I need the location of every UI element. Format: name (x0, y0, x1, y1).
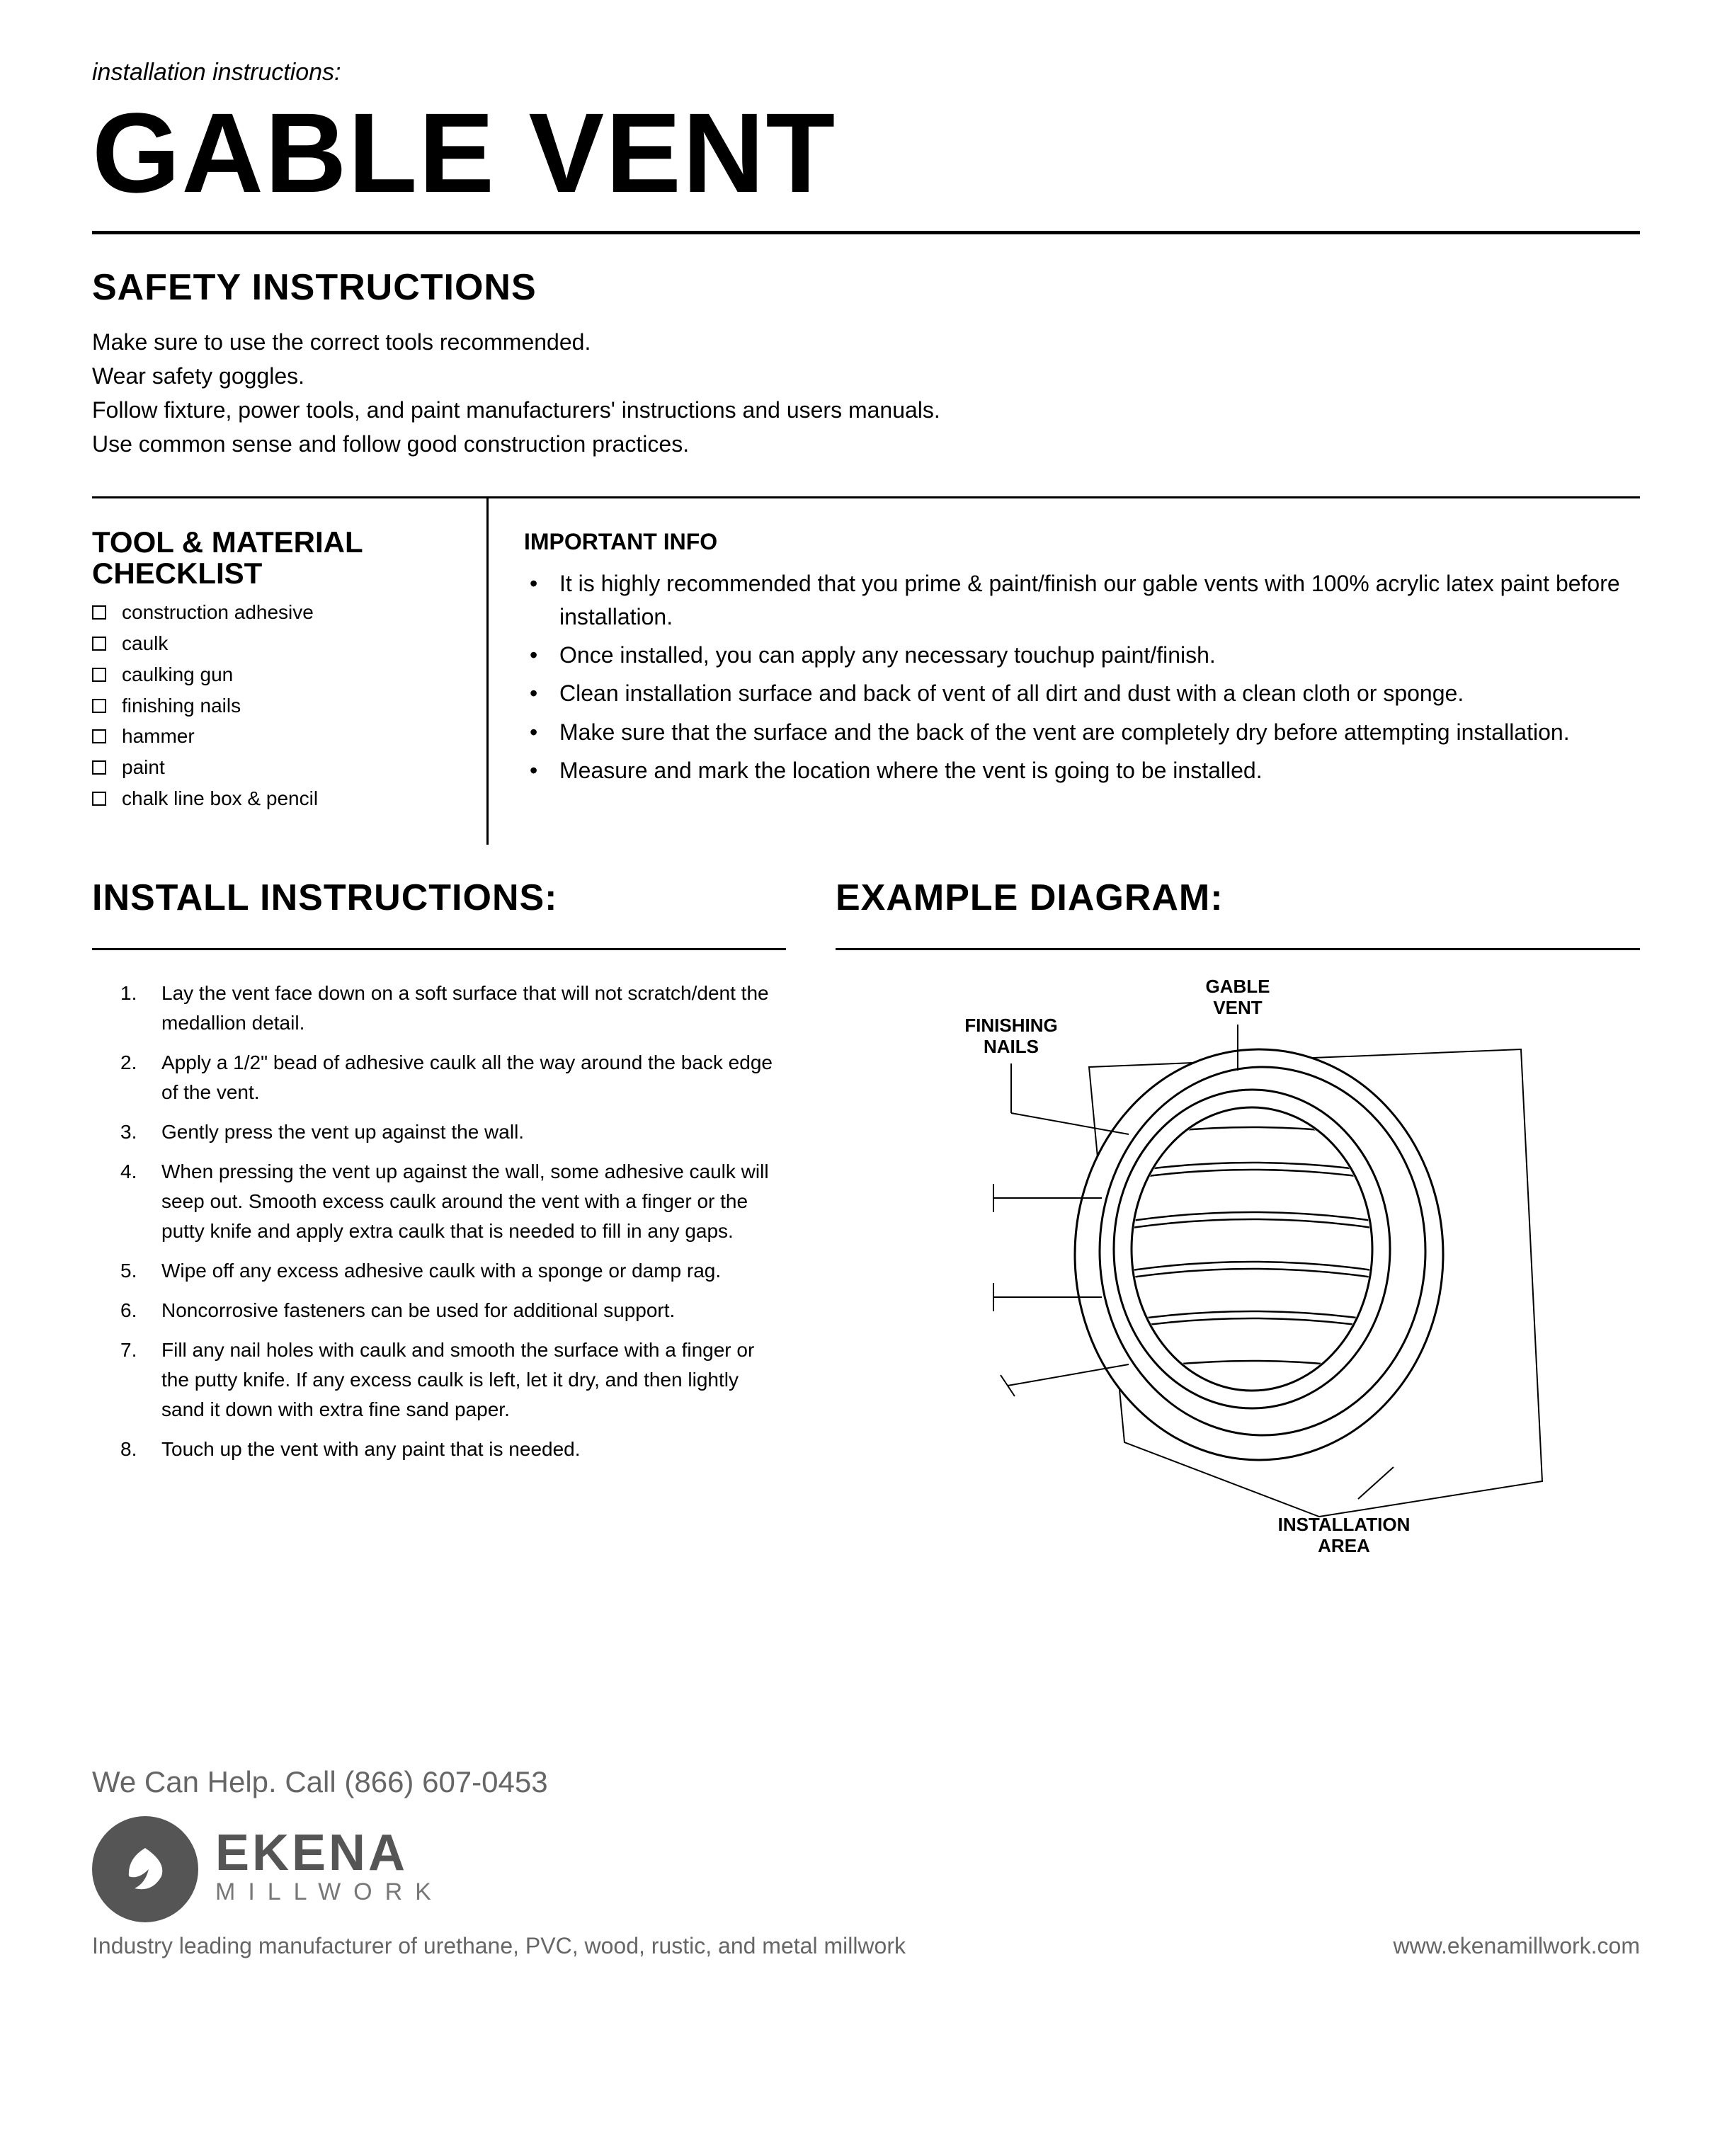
safety-section: SAFETY INSTRUCTIONS Make sure to use the… (92, 234, 1640, 496)
main-title: GABLE VENT (92, 96, 1640, 231)
important-item: •Once installed, you can apply any neces… (524, 639, 1640, 671)
install-step: 7.Fill any nail holes with caulk and smo… (120, 1335, 786, 1425)
important-heading: IMPORTANT INFO (524, 527, 1640, 557)
tools-column: TOOL & MATERIAL CHECKLIST construction a… (92, 498, 489, 845)
logo-text: EKENA MILLWORK (215, 1830, 444, 1909)
logo-icon (92, 1816, 198, 1922)
checkbox-icon (92, 605, 106, 620)
diagram-column: EXAMPLE DIAGRAM: (836, 852, 1640, 1564)
mid-row: TOOL & MATERIAL CHECKLIST construction a… (92, 496, 1640, 845)
install-step: 4.When pressing the vent up against the … (120, 1157, 786, 1246)
important-column: IMPORTANT INFO •It is highly recommended… (489, 498, 1640, 845)
safety-line: Use common sense and follow good constru… (92, 427, 1640, 461)
svg-text:GABLE: GABLE (1206, 976, 1270, 997)
checkbox-icon (92, 792, 106, 806)
tools-heading: TOOL & MATERIAL CHECKLIST (92, 527, 465, 589)
svg-text:FINISHING: FINISHING (964, 1015, 1057, 1036)
checkbox-icon (92, 760, 106, 775)
bottom-row: INSTALL INSTRUCTIONS: 1.Lay the vent fac… (92, 852, 1640, 1564)
checklist-item: caulking gun (92, 661, 465, 688)
svg-text:AREA: AREA (1318, 1535, 1370, 1556)
diagram-heading: EXAMPLE DIAGRAM: (836, 873, 1640, 923)
diagram-svg: GABLE VENT FINISHING NAILS (919, 971, 1556, 1559)
install-step: 2.Apply a 1/2" bead of adhesive caulk al… (120, 1048, 786, 1107)
important-list: •It is highly recommended that you prime… (524, 567, 1640, 787)
safety-line: Follow fixture, power tools, and paint m… (92, 393, 1640, 427)
install-step: 1.Lay the vent face down on a soft surfa… (120, 979, 786, 1038)
important-item: •Measure and mark the location where the… (524, 754, 1640, 787)
install-steps: 1.Lay the vent face down on a soft surfa… (92, 950, 786, 1464)
install-heading: INSTALL INSTRUCTIONS: (92, 873, 786, 923)
checklist-item: hammer (92, 723, 465, 750)
install-step: 5.Wipe off any excess adhesive caulk wit… (120, 1256, 786, 1286)
footer-help-text: We Can Help. Call (866) 607-0453 (92, 1762, 1640, 1803)
diagram: GABLE VENT FINISHING NAILS (836, 950, 1640, 1564)
checklist-item: caulk (92, 630, 465, 657)
footer-logo-row: EKENA MILLWORK (92, 1816, 1640, 1922)
subtitle: installation instructions: (92, 57, 1640, 89)
checklist-item: construction adhesive (92, 599, 465, 626)
svg-text:NAILS: NAILS (984, 1036, 1039, 1057)
footer-url: www.ekenamillwork.com (1393, 1931, 1640, 1961)
checkbox-icon (92, 637, 106, 651)
brand-name: EKENA (215, 1830, 444, 1876)
install-column: INSTALL INSTRUCTIONS: 1.Lay the vent fac… (92, 852, 786, 1564)
important-item: •Clean installation surface and back of … (524, 677, 1640, 709)
important-item: •Make sure that the surface and the back… (524, 716, 1640, 748)
safety-heading: SAFETY INSTRUCTIONS (92, 263, 1640, 312)
footer: We Can Help. Call (866) 607-0453 EKENA M… (92, 1762, 1640, 1962)
brand-subname: MILLWORK (215, 1876, 444, 1909)
leaf-icon (113, 1837, 177, 1901)
install-step: 6.Noncorrosive fasteners can be used for… (120, 1296, 786, 1325)
checkbox-icon (92, 668, 106, 682)
safety-line: Wear safety goggles. (92, 359, 1640, 393)
checklist-item: paint (92, 754, 465, 781)
footer-bottom: Industry leading manufacturer of urethan… (92, 1931, 1640, 1961)
footer-tagline: Industry leading manufacturer of urethan… (92, 1931, 906, 1961)
svg-text:VENT: VENT (1213, 997, 1262, 1018)
install-step: 8.Touch up the vent with any paint that … (120, 1435, 786, 1464)
checklist-item: chalk line box & pencil (92, 785, 465, 812)
important-item: •It is highly recommended that you prime… (524, 567, 1640, 633)
checkbox-icon (92, 699, 106, 713)
checklist-item: finishing nails (92, 692, 465, 719)
safety-line: Make sure to use the correct tools recom… (92, 325, 1640, 359)
svg-text:INSTALLATION: INSTALLATION (1278, 1514, 1411, 1535)
install-step: 3.Gently press the vent up against the w… (120, 1117, 786, 1147)
checkbox-icon (92, 729, 106, 743)
